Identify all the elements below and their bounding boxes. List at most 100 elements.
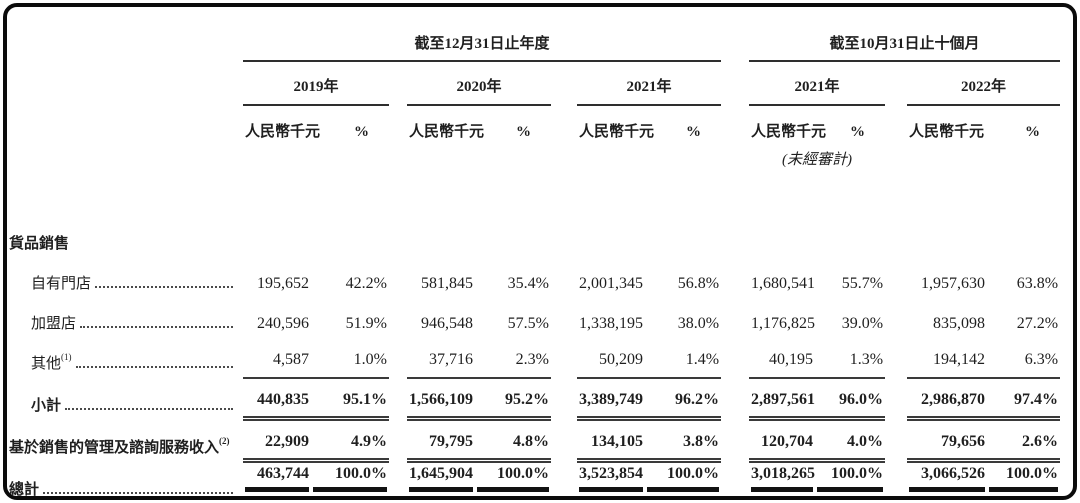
cell-value: 120,704	[749, 423, 816, 465]
dot-leader	[95, 286, 233, 288]
document-frame: 截至12月31日止年度 截至10月31日止十個月 2019年 2020年 202…	[3, 3, 1077, 500]
cell-value: 134,105	[577, 423, 645, 465]
cell-value: 55.7%	[841, 275, 884, 292]
cell-value: 37,716	[407, 341, 475, 381]
pct-header-2019: %	[354, 124, 369, 140]
cell-value: 100.0%	[645, 465, 721, 496]
unit-header-row: 人民幣千元 % 人民幣千元 % 人民幣千元 % 人民幣千元 % 人民幣千元 %	[9, 105, 1060, 141]
row-label-total: 總計	[9, 465, 243, 496]
row-label-subtotal: 小計	[9, 381, 243, 423]
cell-value: 56.8%	[677, 275, 720, 292]
cell-value: 1.4%	[645, 341, 722, 381]
cell-value: 100.0%	[475, 465, 551, 496]
year-header-2021-ten-months: 2021年	[749, 61, 886, 106]
row-label-self-owned-stores: 自有門店	[9, 261, 243, 301]
cell-value: 3,523,854	[577, 465, 645, 496]
footnote-ref-1: (1)	[61, 352, 72, 362]
cell-value: 2,001,345	[579, 275, 643, 292]
cell-value: 2.6%	[987, 423, 1061, 465]
cell-value: 42.2%	[345, 275, 387, 292]
year-header-2022: 2022年	[907, 61, 1061, 106]
cell-value: 3.8%	[645, 423, 722, 465]
cell-value: 2,986,870	[907, 381, 988, 423]
cell-value: 1,338,195	[579, 315, 643, 332]
cell-value: 1,957,630	[921, 275, 986, 292]
cell-value: 581,845	[421, 275, 473, 292]
table-row-total: 總計 463,744 100.0% 1,645,904 100.0% 3,523…	[9, 465, 1060, 496]
year-header-2020: 2020年	[407, 61, 551, 106]
dot-leader	[75, 366, 233, 368]
pct-header-2022: %	[1025, 124, 1041, 140]
cell-value: 6.3%	[987, 341, 1061, 381]
cell-value: 1.0%	[311, 341, 389, 381]
unit-header-rmb-2021: 人民幣千元	[579, 124, 655, 140]
unit-header-rmb-2021-ten-months: 人民幣千元	[751, 124, 827, 140]
cell-value: 38.0%	[677, 315, 720, 332]
cell-value: 1,680,541	[751, 275, 816, 292]
cell-value: 440,835	[243, 381, 311, 423]
period-header-ten-months: 截至10月31日止十個月	[749, 21, 1061, 62]
table-row-self-owned-stores: 自有門店 195,652 42.2% 581,845 35.4% 2,001,3…	[9, 261, 1060, 301]
cell-value: 35.4%	[507, 275, 549, 292]
cell-value: 240,596	[257, 315, 309, 332]
cell-value: 1,176,825	[751, 315, 816, 332]
cell-value: 79,656	[907, 423, 988, 465]
cell-value: 463,744	[243, 465, 311, 496]
year-header-2019: 2019年	[243, 61, 389, 106]
cell-value: 3,018,265	[749, 465, 815, 496]
cell-value: 1,645,904	[407, 465, 475, 496]
dot-leader	[65, 408, 233, 410]
pct-header-2021-ten-months: %	[850, 124, 866, 140]
row-label-others: 其他 (1)	[9, 341, 243, 381]
revenue-breakdown-table: 截至12月31日止年度 截至10月31日止十個月 2019年 2020年 202…	[9, 21, 1061, 496]
cell-value: 96.2%	[645, 381, 722, 423]
row-label-sales-based-management-consulting-income: 基於銷售的管理及諮詢服務收入 (2)	[9, 436, 230, 457]
section-header-row: 貨品銷售	[9, 219, 1060, 261]
cell-value: 51.9%	[345, 315, 387, 332]
table-row-sales-based-management-consulting-income: 基於銷售的管理及諮詢服務收入 (2) 22,909 4.9% 79,795 4.8…	[9, 423, 1061, 465]
cell-value: 96.0%	[815, 381, 886, 423]
footnote-ref-2: (2)	[219, 436, 230, 446]
cell-value: 40,195	[749, 341, 816, 381]
cell-value: 22,909	[243, 423, 311, 465]
cell-value: 2.3%	[475, 341, 551, 381]
cell-value: 39.0%	[841, 315, 884, 332]
cell-value: 3,066,526	[907, 465, 987, 496]
unaudited-note-row: (未經審計)	[9, 141, 1060, 173]
dot-leader	[80, 326, 233, 328]
cell-value: 4.8%	[475, 423, 551, 465]
cell-value: 50,209	[577, 341, 645, 381]
year-header-2021: 2021年	[577, 61, 722, 106]
period-group-header-row: 截至12月31日止年度 截至10月31日止十個月	[9, 21, 1061, 62]
cell-value: 4.9%	[311, 423, 389, 465]
section-header-goods-sales: 貨品銷售	[9, 236, 70, 252]
cell-value: 1,566,109	[407, 381, 475, 423]
cell-value: 79,795	[407, 423, 475, 465]
cell-value: 95.2%	[475, 381, 551, 423]
unaudited-note: (未經審計)	[782, 152, 853, 168]
pct-header-2020: %	[516, 124, 531, 140]
table-row-franchise-stores: 加盟店 240,596 51.9% 946,548 57.5% 1,338,19…	[9, 301, 1060, 341]
year-header-row: 2019年 2020年 2021年 2021年 2022年	[9, 61, 1061, 106]
cell-value: 100.0%	[987, 465, 1060, 496]
row-label-franchise-stores: 加盟店	[9, 301, 243, 341]
cell-value: 63.8%	[1016, 275, 1059, 292]
cell-value: 100.0%	[311, 465, 389, 496]
cell-value: 4,587	[243, 341, 311, 381]
unit-header-rmb-2022: 人民幣千元	[909, 124, 985, 140]
cell-value: 95.1%	[311, 381, 389, 423]
cell-value: 195,652	[257, 275, 309, 292]
cell-value: 4.0%	[815, 423, 886, 465]
cell-value: 3,389,749	[577, 381, 645, 423]
table-row-subtotal: 小計 440,835 95.1% 1,566,109 95.2% 3,389,7…	[9, 381, 1061, 423]
pct-header-2021: %	[686, 124, 702, 140]
cell-value: 2,897,561	[749, 381, 816, 423]
cell-value: 97.4%	[987, 381, 1061, 423]
table-row-others: 其他 (1) 4,587 1.0% 37,716 2.3% 50,209 1.4%…	[9, 341, 1061, 381]
cell-value: 100.0%	[815, 465, 885, 496]
cell-value: 946,548	[421, 315, 473, 332]
period-header-annual: 截至12月31日止年度	[243, 21, 722, 62]
cell-value: 57.5%	[507, 315, 549, 332]
dot-leader	[43, 492, 233, 494]
cell-value: 194,142	[907, 341, 988, 381]
